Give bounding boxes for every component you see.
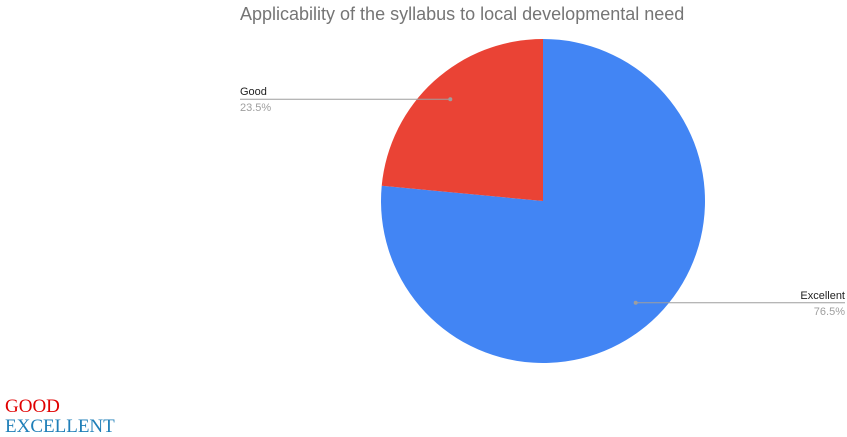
slice-percent-good: 23.5%	[240, 102, 271, 114]
legend-item-excellent: EXCELLENT	[5, 416, 115, 437]
slice-percent-excellent: 76.5%	[814, 306, 845, 318]
pie-slice-excellent	[381, 39, 706, 364]
slice-label-good: Good	[240, 86, 267, 98]
pie-chart: Applicability of the syllabus to local d…	[240, 4, 845, 364]
chart-title: Applicability of the syllabus to local d…	[240, 4, 684, 24]
slice-callouts: Excellent 76.5% Good 23.5%	[240, 86, 845, 318]
slice-label-excellent: Excellent	[800, 290, 845, 302]
legend: GOOD EXCELLENT	[5, 397, 115, 437]
pie-slices	[381, 39, 706, 364]
pie-slice-good	[381, 39, 543, 201]
legend-item-good: GOOD	[5, 396, 60, 417]
